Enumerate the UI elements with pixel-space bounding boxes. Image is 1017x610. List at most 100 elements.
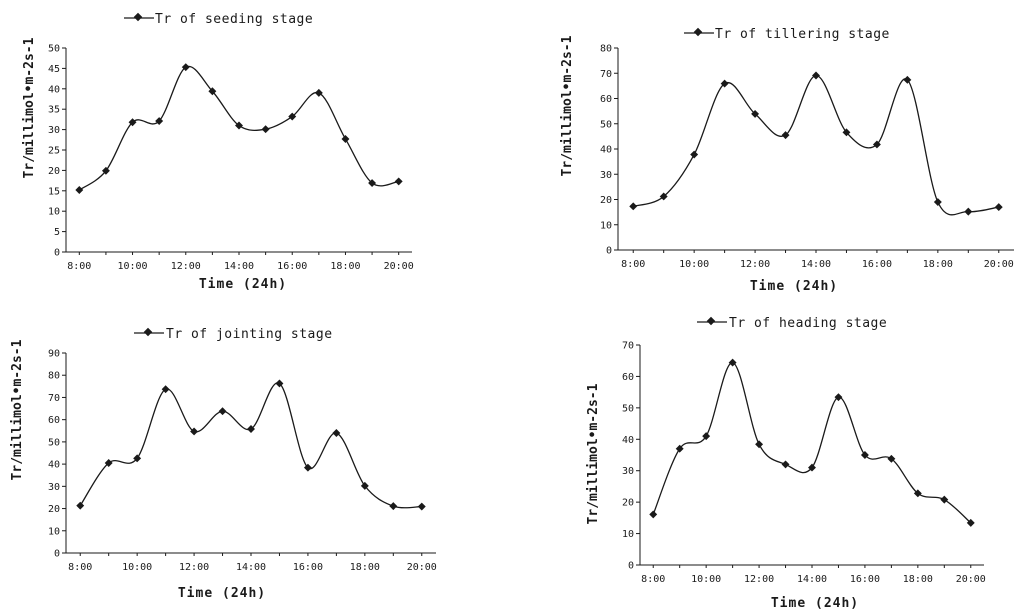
data-point-marker [389,502,398,511]
y-tick-label: 20 [48,166,60,177]
x-axis-title: Time (24h) [750,279,838,294]
legend: Tr of heading stage [697,316,887,331]
x-tick-label: 12:00 [740,259,770,270]
x-axis-title: Time (24h) [178,586,266,601]
y-axis-title: Tr/millimol•m-2s-1 [10,339,25,480]
legend-label: Tr of jointing stage [166,327,333,342]
legend-marker [133,12,143,22]
y-tick-label: 70 [48,393,60,404]
y-tick-label: 30 [48,482,60,493]
y-tick-label: 10 [48,207,60,218]
y-tick-label: 70 [622,341,634,352]
data-point-marker [933,198,942,206]
y-tick-label: 25 [48,146,60,157]
x-axis-title: Time (24h) [199,277,287,292]
x-tick-label: 14:00 [236,562,266,573]
y-axis-title: Tr/millimol•m-2s-1 [586,383,601,524]
y-tick-label: 80 [48,371,60,382]
y-tick-label: 40 [600,145,612,156]
x-tick-label: 16:00 [850,574,880,585]
data-point-marker [940,495,949,504]
y-tick-label: 70 [600,69,612,80]
y-tick-label: 50 [600,119,612,130]
x-tick-label: 18:00 [350,562,380,573]
data-point-marker [247,425,255,433]
x-tick-label: 16:00 [277,261,307,272]
y-tick-label: 0 [628,561,634,572]
y-tick-label: 90 [48,349,60,360]
data-point-marker [690,150,699,159]
y-tick-label: 30 [600,170,612,181]
x-tick-label: 10:00 [691,574,721,585]
y-tick-label: 45 [48,64,60,75]
data-point-marker [76,501,85,510]
y-tick-label: 20 [622,498,634,509]
y-tick-label: 10 [48,526,60,537]
legend-label: Tr of seeding stage [155,12,313,27]
x-tick-label: 16:00 [862,259,892,270]
chart-jointing-stage: Tr of jointing stage Tr/millimol•m-2s-1 … [10,327,437,601]
legend-label: Tr of heading stage [729,316,887,331]
x-tick-label: 16:00 [293,562,323,573]
data-point-marker [190,427,199,436]
x-tick-label: 12:00 [179,562,209,573]
x-tick-label: 10:00 [122,562,152,573]
data-point-marker [720,79,729,88]
data-point-marker [872,140,881,149]
data-point-marker [161,385,170,394]
series-line [652,361,972,524]
y-tick-label: 30 [622,466,634,477]
x-tick-label: 12:00 [744,574,774,585]
y-tick-label: 15 [48,186,60,197]
y-tick-label: 40 [48,84,60,95]
x-tick-label: 18:00 [903,574,933,585]
y-tick-label: 40 [48,460,60,471]
data-point-marker [913,489,922,498]
data-point-marker [332,429,341,437]
x-tick-label: 14:00 [797,574,827,585]
data-point-marker [360,481,369,490]
y-tick-label: 20 [48,504,60,515]
legend-marker [693,27,703,37]
y-tick-label: 60 [48,415,60,426]
chart-tillering-stage: Tr of tillering stage Tr/millimol•m-2s-1… [560,27,1014,294]
x-tick-label: 8:00 [621,259,645,270]
y-tick-label: 5 [54,227,60,238]
y-tick-label: 0 [606,246,612,257]
y-tick-label: 60 [600,94,612,105]
x-tick-label: 8:00 [641,574,665,585]
legend: Tr of seeding stage [124,12,313,27]
y-tick-label: 35 [48,105,60,116]
x-tick-label: 18:00 [330,261,360,272]
data-point-marker [208,87,217,96]
data-point-marker [728,358,737,367]
legend-marker [143,327,153,337]
y-tick-label: 80 [600,44,612,55]
data-point-marker [261,125,270,134]
y-tick-label: 50 [48,437,60,448]
data-point-marker [755,440,764,449]
x-tick-label: 8:00 [67,261,91,272]
x-tick-label: 18:00 [923,259,953,270]
x-tick-label: 10:00 [117,261,147,272]
y-tick-label: 50 [48,44,60,55]
data-point-marker [218,407,227,416]
x-tick-label: 10:00 [679,259,709,270]
plot-area: 0 10 20 30 40 50 60 70 80 90 8:00 10:00 12:00 14:00 16… [48,349,437,574]
data-point-marker [303,463,312,472]
data-point-marker [834,393,843,402]
legend-label: Tr of tillering stage [715,27,890,42]
x-tick-label: 8:00 [68,562,92,573]
data-point-marker [417,502,426,511]
x-tick-label: 20:00 [956,574,986,585]
y-tick-label: 0 [54,248,60,259]
y-tick-label: 10 [600,220,612,231]
plot-area: 0 5 10 15 20 25 30 35 40 45 50 8:00 10:00 12:00 14:00 1… [48,44,414,273]
y-tick-label: 20 [600,195,612,206]
chart-heading-stage: Tr of heading stage Tr/millimol•m-2s-1 T… [586,316,986,610]
y-tick-label: 40 [622,435,634,446]
series-line [633,74,999,216]
x-tick-label: 20:00 [407,562,437,573]
data-point-marker [235,121,243,130]
